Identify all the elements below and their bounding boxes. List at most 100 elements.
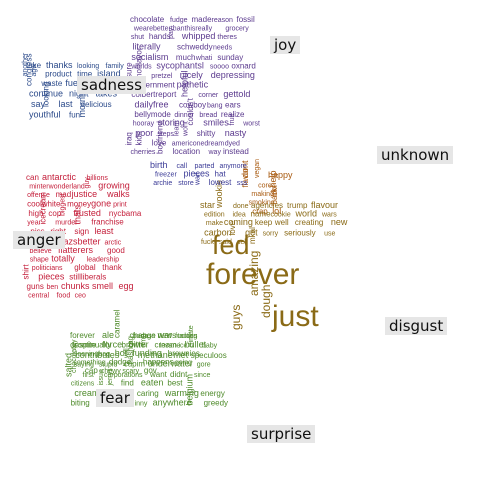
word-fear-32: find xyxy=(121,379,134,388)
word-anger-2: billions xyxy=(87,175,109,182)
word-joy-48: poor xyxy=(135,128,153,138)
word-fear-2: caramel xyxy=(113,309,122,338)
word-joy-41: realize xyxy=(221,110,245,119)
word-fear-63: cap xyxy=(85,366,98,375)
word-joy-57: americonedream xyxy=(172,141,225,148)
word-joy-44: couldn't xyxy=(186,97,195,125)
word-fear-44: greedy xyxy=(204,399,228,408)
word-joy-20: sycophantsl xyxy=(156,61,204,71)
word-surprise-6: hat xyxy=(215,170,227,179)
word-joy-58: dyed xyxy=(225,141,240,148)
word-disgust-2: just xyxy=(271,300,319,333)
word-anger-4: guy xyxy=(84,177,91,189)
word-anger-6: offense xyxy=(27,192,50,199)
word-disgust-26: get xyxy=(245,228,258,238)
category-label-anger: anger xyxy=(13,231,65,249)
word-unknown-0: dont xyxy=(240,160,250,178)
word-fear-56: brownies xyxy=(168,349,200,358)
word-fear-28: since xyxy=(194,372,210,379)
word-anger-5: growing xyxy=(98,181,130,191)
word-unknown-7: like xyxy=(269,183,278,196)
word-anger-13: print xyxy=(113,202,127,209)
word-fear-27: didnt xyxy=(170,370,188,379)
word-disgust-5: guys xyxy=(229,305,243,330)
word-anger-37: global xyxy=(74,263,96,272)
word-disgust-21: well xyxy=(274,218,289,227)
word-disgust-7: wookie xyxy=(214,180,224,209)
word-anger-23: franchise xyxy=(91,218,124,227)
word-joy-31: helpful xyxy=(179,70,189,97)
word-fear-9: cream xyxy=(155,341,178,350)
word-joy-7: shut xyxy=(131,34,144,41)
word-disgust-25: love xyxy=(228,220,237,235)
word-fear-57: something xyxy=(73,360,105,367)
word-joy-34: dailyfree xyxy=(135,100,169,110)
word-joy-56: love xyxy=(152,139,167,148)
word-joy-0: chocolate xyxy=(130,15,165,24)
word-joy-36: bang xyxy=(207,103,223,110)
word-joy-9: pay xyxy=(168,27,175,39)
word-anger-19: year xyxy=(27,220,41,227)
word-unknown-9: back xyxy=(270,187,279,205)
word-fear-30: issue xyxy=(98,369,105,385)
word-joy-54: iraq xyxy=(125,132,134,145)
word-fear-59: hashtag xyxy=(126,336,135,364)
word-joy-38: bellymode xyxy=(134,110,171,119)
word-joy-23: sure xyxy=(124,62,133,78)
word-fear-0: forever xyxy=(70,331,95,340)
word-fear-21: underwater xyxy=(148,359,193,369)
word-joy-55: kids xyxy=(135,131,144,145)
word-joy-52: shitty xyxy=(197,129,216,138)
word-disgust-22: creating xyxy=(295,218,323,227)
word-fear-15: methane xyxy=(138,350,173,360)
word-sadness-6: product xyxy=(45,70,72,79)
category-label-unknown: unknown xyxy=(377,146,454,164)
word-anger-49: ceo xyxy=(75,293,86,300)
word-fear-36: caring xyxy=(137,389,159,398)
category-label-sadness: sadness xyxy=(77,76,146,94)
word-fear-25: corporations xyxy=(104,372,143,379)
word-fear-22: gore xyxy=(197,362,211,369)
category-label-fear: fear xyxy=(96,389,134,407)
word-sadness-2: looking xyxy=(77,63,99,70)
word-joy-5: wearebetterthanthisreally xyxy=(133,26,213,33)
word-anger-46: egg xyxy=(119,281,134,291)
word-anger-34: totally xyxy=(51,254,75,264)
word-unknown-3: flavor xyxy=(241,168,250,188)
word-sadness-19: delicious xyxy=(81,100,112,109)
word-joy-4: fossil xyxy=(237,15,255,24)
word-anger-36: politicians xyxy=(32,265,63,272)
category-label-joy: joy xyxy=(270,36,301,54)
word-unknown-11: lol xyxy=(272,206,281,216)
word-anger-8: justice xyxy=(71,189,98,199)
word-joy-59: cherries xyxy=(131,149,156,156)
word-joy-63: instead xyxy=(223,147,249,156)
word-disgust-13: idea xyxy=(233,212,246,219)
word-anger-39: shirt xyxy=(21,264,30,280)
word-sadness-17: looking xyxy=(42,82,51,107)
word-fear-7: brown xyxy=(122,341,144,350)
word-joy-51: wont xyxy=(183,121,190,137)
word-disgust-11: flavour xyxy=(311,200,338,210)
word-joy-62: way xyxy=(208,149,222,156)
word-fear-20: cupim xyxy=(124,360,146,369)
word-joy-2: made xyxy=(192,15,213,24)
word-anger-29: arctic xyxy=(105,240,122,247)
word-disgust-33: mkal xyxy=(248,227,257,244)
word-fear-42: anywhere xyxy=(153,398,192,408)
word-anger-12: gone xyxy=(91,199,111,209)
word-fear-62: chocolatey xyxy=(71,339,78,373)
word-fear-66: gov xyxy=(144,366,157,375)
word-fear-14: will xyxy=(124,348,131,359)
word-joy-21: soooo xyxy=(210,64,229,71)
word-joy-10: whipped xyxy=(181,31,216,41)
word-anger-11: money xyxy=(67,200,91,209)
word-fear-16: met xyxy=(173,350,189,360)
word-joy-43: storing xyxy=(158,118,185,128)
word-joy-11: theres xyxy=(217,34,237,41)
word-anger-15: cop xyxy=(48,209,61,218)
word-joy-60: boyfriend xyxy=(156,121,165,154)
word-fear-64: chewy xyxy=(101,368,121,375)
word-anger-14: high xyxy=(28,209,43,218)
word-fear-51: insane xyxy=(160,343,181,350)
